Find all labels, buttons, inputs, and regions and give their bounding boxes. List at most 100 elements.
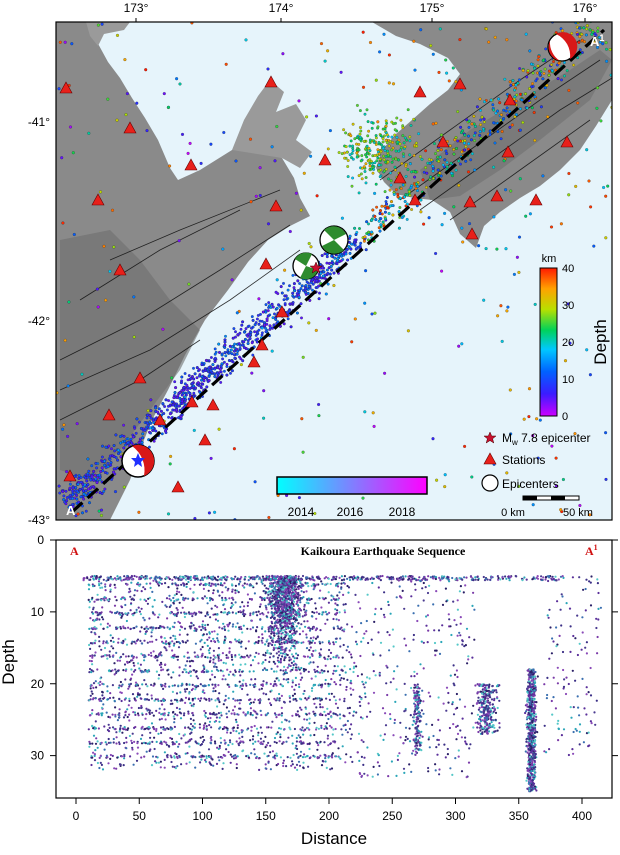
quake-dot — [371, 162, 374, 165]
quake-dot — [422, 223, 425, 226]
quake-dot — [597, 27, 600, 30]
section-quake-dot — [430, 576, 432, 578]
section-quake-dot — [106, 690, 108, 692]
quake-dot — [605, 48, 608, 51]
quake-dot — [350, 134, 353, 137]
quake-dot — [596, 107, 599, 110]
section-quake-dot — [304, 697, 306, 699]
section-quake-dot — [148, 654, 150, 656]
quake-dot — [380, 150, 383, 153]
section-quake-dot — [195, 578, 197, 580]
quake-dot — [179, 391, 182, 394]
section-quake-dot — [159, 742, 161, 744]
quake-dot — [213, 511, 216, 514]
section-quake-dot — [149, 582, 151, 584]
quake-dot — [531, 106, 534, 109]
section-quake-dot — [223, 582, 225, 584]
section-quake-dot — [99, 757, 101, 759]
quake-dot — [95, 462, 98, 465]
quake-dot — [506, 107, 509, 110]
section-quake-dot — [308, 712, 310, 714]
section-quake-dot — [220, 611, 222, 613]
section-quake-dot — [235, 640, 237, 642]
quake-dot — [275, 291, 278, 294]
quake-dot — [267, 301, 270, 304]
quake-dot — [509, 190, 512, 193]
quake-dot — [427, 162, 430, 165]
quake-dot — [172, 404, 175, 407]
quake-dot — [87, 483, 90, 486]
quake-dot — [460, 227, 463, 230]
quake-dot — [473, 139, 476, 142]
section-quake-dot — [216, 747, 218, 749]
quake-dot — [250, 331, 253, 334]
quake-dot — [187, 386, 190, 389]
section-quake-dot — [273, 698, 275, 700]
quake-dot — [367, 130, 370, 133]
quake-dot — [221, 248, 224, 251]
quake-dot — [575, 15, 578, 18]
quake-dot — [477, 244, 480, 247]
section-quake-dot — [454, 578, 456, 580]
section-quake-dot — [244, 582, 246, 584]
section-quake-dot — [99, 684, 101, 686]
quake-dot — [518, 236, 521, 239]
quake-dot — [457, 160, 460, 163]
section-quake-dot — [193, 584, 195, 586]
quake-dot — [288, 284, 291, 287]
section-quake-dot — [253, 670, 255, 672]
section-quake-dot — [263, 692, 265, 694]
quake-dot — [103, 460, 106, 463]
section-quake-dot — [254, 725, 256, 727]
quake-dot — [383, 170, 386, 173]
quake-dot — [334, 257, 337, 260]
section-quake-dot — [335, 683, 337, 685]
section-quake-dot — [326, 767, 328, 769]
section-quake-dot — [418, 576, 420, 578]
section-quake-dot — [331, 726, 333, 728]
quake-dot — [318, 292, 321, 295]
quake-dot — [340, 71, 343, 74]
section-quake-dot — [116, 599, 118, 601]
section-quake-dot — [91, 684, 93, 686]
quake-dot — [261, 332, 264, 335]
section-quake-dot — [178, 674, 180, 676]
quake-dot — [326, 262, 329, 265]
section-quake-dot — [112, 684, 114, 686]
section-quake-dot — [226, 669, 228, 671]
section-quake-dot — [112, 755, 114, 757]
section-quake-dot — [164, 683, 166, 685]
section-quake-dot — [329, 699, 331, 701]
quake-dot — [286, 298, 289, 301]
quake-dot — [316, 279, 319, 282]
section-quake-dot — [341, 579, 343, 581]
quake-dot — [300, 302, 303, 305]
quake-dot — [364, 113, 367, 116]
quake-dot — [94, 474, 97, 477]
quake-dot — [71, 490, 74, 493]
quake-dot — [223, 361, 226, 364]
quake-dot — [439, 172, 442, 175]
quake-dot — [293, 286, 296, 289]
section-quake-dot — [281, 655, 283, 657]
quake-dot — [401, 216, 404, 219]
section-quake-dot — [173, 721, 175, 723]
section-quake-dot — [161, 601, 163, 603]
quake-dot — [432, 177, 435, 180]
section-quake-dot — [206, 577, 208, 579]
section-quake-dot — [314, 714, 316, 716]
section-quake-dot — [210, 698, 212, 700]
quake-dot — [173, 380, 176, 383]
section-quake-dot — [258, 636, 260, 638]
section-quake-dot — [127, 627, 129, 629]
quake-dot — [318, 414, 321, 417]
quake-dot — [216, 366, 219, 369]
section-quake-dot — [312, 711, 314, 713]
quake-dot — [495, 112, 498, 115]
section-quake-dot — [192, 756, 194, 758]
quake-dot — [398, 210, 401, 213]
section-quake-dot — [443, 576, 445, 578]
quake-dot — [235, 348, 238, 351]
quake-dot — [284, 302, 287, 305]
section-quake-dot — [265, 767, 267, 769]
